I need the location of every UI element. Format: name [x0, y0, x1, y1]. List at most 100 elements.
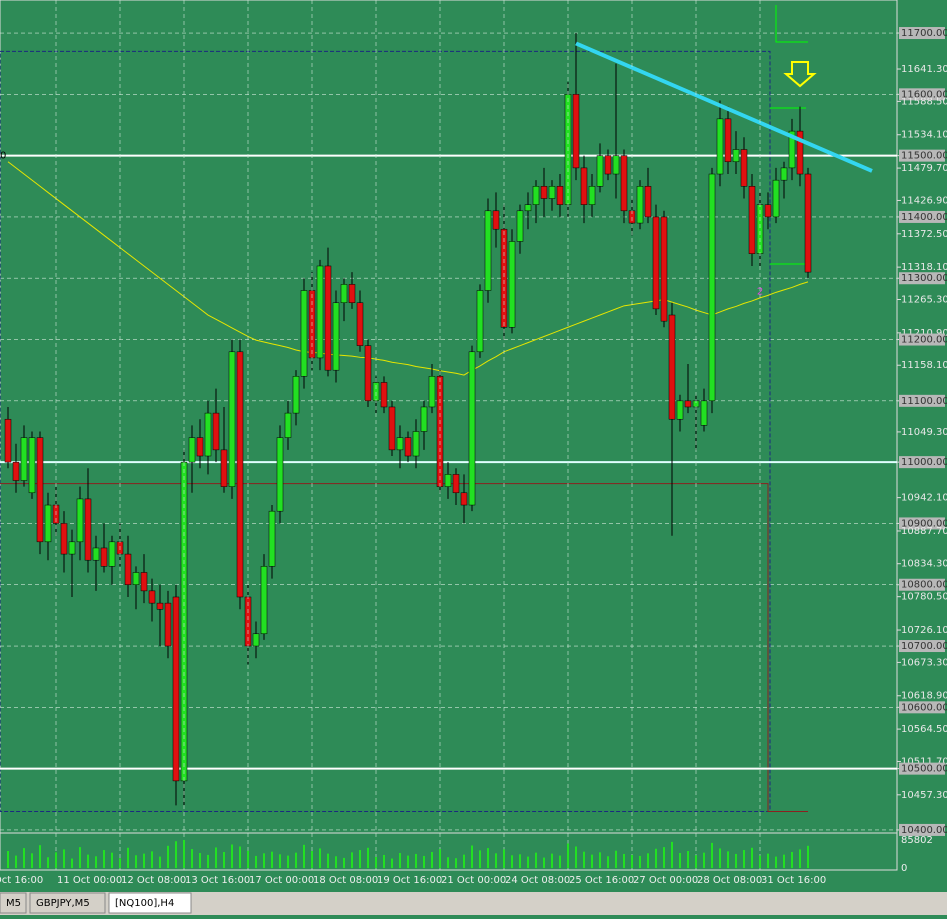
y-tick-label: 11265.30 — [901, 295, 947, 306]
y-tick-label: 11500.00 — [901, 151, 947, 162]
candle-body — [124, 553, 132, 585]
candle-body — [636, 186, 644, 224]
trendline — [575, 41, 873, 173]
candle-body — [764, 204, 772, 218]
candle-body — [316, 265, 324, 359]
candle-body — [540, 186, 548, 199]
candle-body — [556, 186, 564, 205]
y-tick-label: 11641.30 — [901, 64, 947, 75]
candle-body — [276, 437, 284, 512]
candle-body — [324, 265, 332, 371]
annotation: 2 — [757, 287, 763, 298]
candle-body — [468, 351, 476, 506]
candle-body — [84, 498, 92, 561]
y-tick-box — [899, 701, 945, 714]
candle-body — [740, 149, 748, 187]
candle-body — [772, 179, 780, 218]
y-tick-label: 11400.00 — [901, 212, 947, 223]
tab[interactable] — [0, 892, 27, 914]
y-tick-label: 10887.70 — [901, 526, 947, 537]
candle-body — [300, 290, 308, 377]
candle-body — [420, 406, 428, 432]
y-tick-box — [899, 210, 945, 223]
y-tick-label: 10673.30 — [901, 657, 947, 668]
y-tick-label: 10780.50 — [901, 592, 947, 603]
y-tick-label: 10726.10 — [901, 625, 947, 636]
y-tick-label: 11534.10 — [901, 130, 947, 141]
candle-body — [204, 412, 212, 457]
candle-body — [748, 186, 756, 254]
candle-body — [164, 602, 172, 647]
volume-tick-label: 85802 — [901, 835, 933, 846]
y-tick-box — [899, 517, 945, 530]
tab[interactable] — [29, 892, 106, 914]
candle-body — [4, 418, 12, 463]
candle-body — [60, 523, 68, 555]
candle-body — [804, 173, 812, 273]
candle-body — [292, 376, 300, 414]
candle-body — [396, 437, 404, 451]
y-tick-label: 10900.00 — [901, 518, 947, 529]
candle-body — [188, 437, 196, 463]
tab-label: M5 — [6, 898, 21, 909]
candle-body — [284, 412, 292, 438]
candle-body — [620, 155, 628, 212]
y-tick-label: 11588.50 — [901, 96, 947, 107]
candle-body — [76, 498, 84, 543]
candle-body — [380, 382, 388, 408]
candle-body — [252, 633, 260, 647]
y-tick-label: 11300.00 — [901, 273, 947, 284]
x-tick-label: 28 Oct 08:00 — [697, 875, 762, 886]
x-tick-label: 13 Oct 16:00 — [185, 875, 250, 886]
candle-body — [708, 173, 716, 402]
tab-label: [NQ100],H4 — [115, 898, 174, 909]
candle-body — [356, 302, 364, 346]
y-tick-label: 10834.30 — [901, 559, 947, 570]
candle-body — [452, 474, 460, 494]
y-tick-label: 10564.50 — [901, 724, 947, 735]
y-tick-label: 10400.00 — [901, 825, 947, 836]
candle-body — [484, 210, 492, 291]
candle-body — [500, 228, 508, 328]
y-tick-label: 11426.90 — [901, 195, 947, 206]
y-tick-box — [899, 149, 945, 162]
candle-body — [780, 167, 788, 181]
y-tick-label: 10511.70 — [901, 756, 947, 767]
candle-body — [404, 437, 412, 457]
y-tick-box — [899, 394, 945, 407]
y-tick-label: 10800.00 — [901, 580, 947, 591]
y-tick-box — [899, 272, 945, 285]
candle-body — [684, 400, 692, 408]
y-tick-label: 11049.30 — [901, 427, 947, 438]
candle-body — [28, 437, 36, 494]
candle-body — [444, 474, 452, 487]
candle-body — [260, 566, 268, 635]
candle-body — [228, 351, 236, 487]
candle-body — [36, 437, 44, 543]
x-tick-label: 10 Oct 16:00 — [0, 875, 43, 886]
candle-body — [364, 345, 372, 402]
candle-body — [20, 437, 28, 481]
x-tick-label: 24 Oct 08:00 — [505, 875, 570, 886]
y-tick-label: 10600.00 — [901, 702, 947, 713]
candle-body — [132, 572, 140, 585]
y-tick-box — [899, 88, 945, 101]
y-tick-label: 11000.00 — [901, 457, 947, 468]
y-tick-label: 10942.10 — [901, 493, 947, 504]
y-tick-label: 11200.00 — [901, 335, 947, 346]
candle-body — [572, 94, 580, 169]
x-tick-label: 12 Oct 08:00 — [121, 875, 186, 886]
moving-average — [7, 161, 809, 376]
tab-label: GBPJPY,M5 — [36, 898, 90, 909]
candle-body — [516, 210, 524, 242]
tab[interactable] — [108, 892, 192, 914]
candle-body — [532, 186, 540, 205]
candle-body — [412, 431, 420, 457]
candle-body — [460, 492, 468, 506]
x-tick-label: 31 Oct 16:00 — [761, 875, 826, 886]
candle-body — [796, 130, 804, 175]
y-tick-label: 11372.50 — [901, 229, 947, 240]
candle-body — [172, 596, 180, 782]
